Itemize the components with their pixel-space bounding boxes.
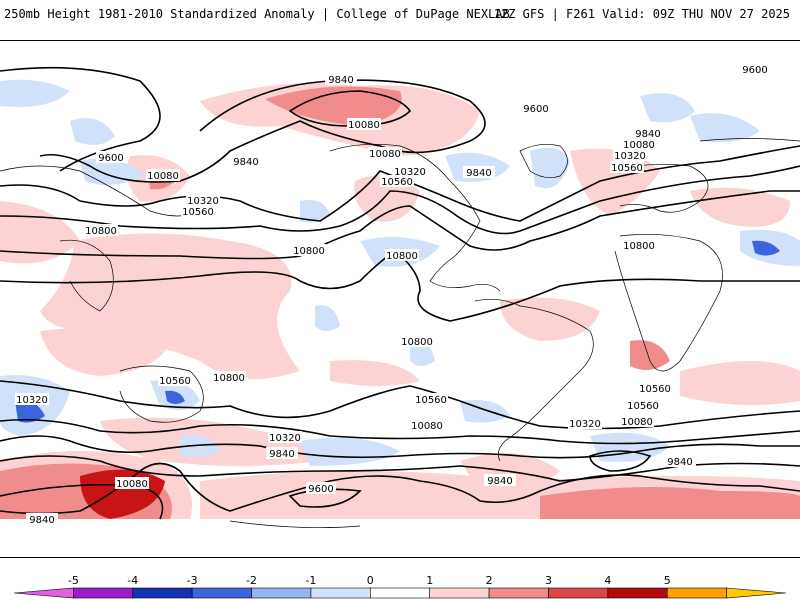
contour-label: 10800: [623, 241, 655, 252]
height-contours: [0, 66, 800, 520]
contour-label: 10080: [116, 479, 148, 490]
colorbar-segment: [370, 587, 430, 599]
contour-label: 10080: [621, 417, 653, 428]
contour-label: 9840: [635, 129, 660, 140]
contour-labels: 9840 9600 10080 9600 9840 9600 10080 984…: [15, 63, 770, 526]
contour-label: 10080: [147, 171, 179, 182]
colorbar-segment: [132, 587, 193, 599]
contour-label: 10560: [415, 395, 447, 406]
colorbar-label: 1: [426, 574, 434, 587]
contour-label: 10560: [381, 177, 413, 188]
contour-label: 9840: [328, 75, 353, 86]
colorbar-segment: [488, 587, 549, 599]
colorbar-label: 0: [366, 574, 374, 587]
colorbar-segment: [73, 587, 134, 599]
contour-label: 9840: [667, 457, 692, 468]
contour-label: 10320: [569, 419, 601, 430]
contour-label: 10560: [611, 163, 643, 174]
contour-label: 9840: [29, 515, 54, 526]
colorbar-label: 4: [604, 574, 612, 587]
contour-label: 10080: [348, 120, 380, 131]
colorbar-label: -1: [305, 574, 317, 587]
colorbar-label: 2: [485, 574, 493, 587]
contour-label: 9600: [98, 153, 123, 164]
colorbar-label: 3: [544, 574, 552, 587]
colorbar-label: -3: [186, 574, 198, 587]
colorbar-label: -5: [67, 574, 79, 587]
contour-label: 9840: [269, 449, 294, 460]
header: 250mb Height 1981-2010 Standardized Anom…: [0, 0, 800, 40]
colorbar-segments: [13, 587, 787, 599]
contour-label: 9600: [742, 65, 767, 76]
map-svg: 9840 9600 10080 9600 9840 9600 10080 984…: [0, 63, 800, 529]
contour-label: 10800: [213, 373, 245, 384]
colorbar-label: 5: [663, 574, 671, 587]
contour-label: 9840: [487, 476, 512, 487]
contour-label: 10320: [187, 196, 219, 207]
colorbar-svg: [13, 587, 787, 599]
contour-label: 9840: [466, 168, 491, 179]
contour-label: 10320: [269, 433, 301, 444]
contour-label: 10800: [386, 251, 418, 262]
coastlines: [0, 138, 800, 529]
contour-label: 10800: [85, 226, 117, 237]
colorbar-segment: [429, 587, 490, 599]
contour-label: 9840: [233, 157, 258, 168]
contour-label: 10080: [369, 149, 401, 160]
colorbar-segment: [13, 587, 74, 599]
colorbar-segment: [191, 587, 252, 599]
contour-label: 10320: [614, 151, 646, 162]
colorbar-segment: [726, 587, 787, 599]
contour-label: 10320: [16, 395, 48, 406]
colorbar-segment: [548, 587, 609, 599]
colorbar-segment: [310, 587, 371, 599]
colorbar-segment: [607, 587, 668, 599]
contour-label: 10320: [394, 167, 426, 178]
contour-label: 10800: [293, 246, 325, 257]
contour-label: 9600: [308, 484, 333, 495]
contour-label: 10080: [411, 421, 443, 432]
contour-label: 10560: [639, 384, 671, 395]
contour-label: 10080: [623, 140, 655, 151]
contour-label: 10800: [401, 337, 433, 348]
map-title: 250mb Height 1981-2010 Standardized Anom…: [4, 7, 510, 21]
contour-label: 9600: [523, 104, 548, 115]
colorbar-label: -2: [246, 574, 258, 587]
colorbar-segment: [666, 587, 727, 599]
colorbar-label: -4: [127, 574, 139, 587]
contour-label: 10560: [159, 376, 191, 387]
contour-label: 10560: [182, 207, 214, 218]
colorbar-segment: [251, 587, 312, 599]
model-run-info: 12Z GFS | F261 Valid: 09Z THU NOV 27 202…: [493, 7, 790, 21]
colorbar: -5 -4 -3 -2 -1 0 1 2 3 4 5: [0, 574, 800, 600]
anomaly-map: 9840 9600 10080 9600 9840 9600 10080 984…: [0, 40, 800, 558]
contour-label: 10560: [627, 401, 659, 412]
